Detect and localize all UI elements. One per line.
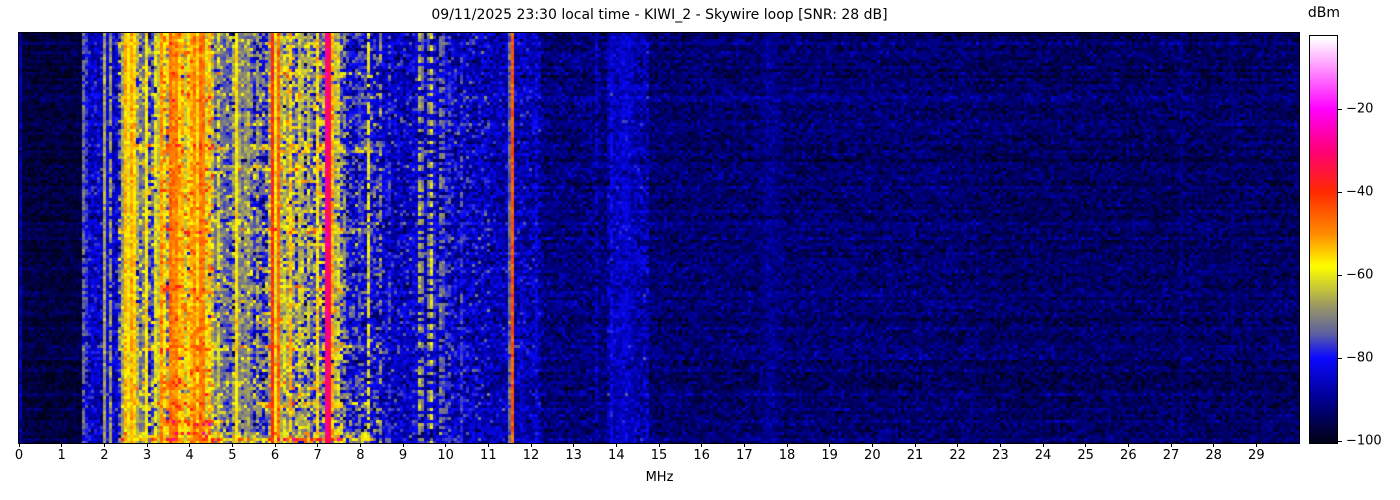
x-tick-mark	[1255, 443, 1257, 447]
x-tick-label: 26	[1120, 448, 1137, 463]
x-tick-label: 16	[693, 448, 710, 463]
x-tick-mark	[146, 443, 148, 447]
x-tick-mark	[957, 443, 959, 447]
x-tick-label: 13	[565, 448, 582, 463]
colorbar-tick-label: −60	[1346, 267, 1374, 283]
x-tick-mark	[1213, 443, 1215, 447]
x-tick-label: 17	[736, 448, 753, 463]
colorbar-unit-label: dBm	[1307, 5, 1341, 21]
waterfall-canvas	[19, 33, 1299, 443]
x-tick-mark	[1085, 443, 1087, 447]
colorbar-tick-mark	[1338, 358, 1342, 360]
x-tick-label: 29	[1248, 448, 1265, 463]
colorbar-gradient	[1310, 36, 1337, 443]
x-tick-mark	[1042, 443, 1044, 447]
x-tick-label: 6	[270, 448, 280, 463]
x-tick-mark	[359, 443, 361, 447]
x-tick-label: 23	[992, 448, 1009, 463]
x-tick-mark	[871, 443, 873, 447]
x-tick-mark	[530, 443, 532, 447]
x-tick-mark	[487, 443, 489, 447]
x-tick-label: 7	[313, 448, 322, 463]
x-tick-label: 25	[1077, 448, 1094, 463]
x-tick-label: 21	[906, 448, 924, 463]
x-tick-label: 11	[480, 448, 497, 463]
x-tick-mark	[658, 443, 660, 447]
x-tick-label: 10	[437, 448, 454, 463]
x-tick-label: 12	[522, 448, 540, 463]
x-tick-mark	[18, 443, 20, 447]
x-tick-label: 15	[650, 448, 668, 463]
colorbar-tick-mark	[1338, 108, 1342, 110]
x-tick-label: 9	[398, 448, 408, 463]
x-tick-label: 28	[1205, 448, 1222, 463]
x-tick-mark	[914, 443, 916, 447]
colorbar-tick-label: −100	[1346, 433, 1382, 449]
colorbar-tick-label: −40	[1346, 184, 1374, 200]
x-tick-mark	[999, 443, 1001, 447]
colorbar-tick-label: −80	[1346, 350, 1374, 366]
x-tick-mark	[743, 443, 745, 447]
x-tick-label: 2	[100, 448, 109, 463]
x-tick-label: 0	[14, 448, 24, 463]
x-tick-label: 3	[142, 448, 152, 463]
x-tick-label: 22	[949, 448, 966, 463]
x-tick-label: 20	[864, 448, 881, 463]
x-tick-label: 18	[778, 448, 796, 463]
x-axis-unit-label: MHz	[645, 470, 674, 485]
x-tick-mark	[189, 443, 191, 447]
x-tick-mark	[103, 443, 105, 447]
x-tick-mark	[445, 443, 447, 447]
colorbar-tick-mark	[1338, 275, 1342, 277]
x-tick-mark	[1127, 443, 1129, 447]
x-tick-mark	[231, 443, 233, 447]
plot-title: 09/11/2025 23:30 local time - KIWI_2 - S…	[431, 7, 888, 23]
colorbar	[1309, 35, 1338, 444]
colorbar-axis: −20 −40 −60 −80 −100	[1338, 36, 1400, 449]
waterfall-plot-area	[18, 32, 1300, 444]
x-tick-label: 1	[57, 448, 66, 463]
x-tick-mark	[829, 443, 831, 447]
x-tick-label: 4	[185, 448, 194, 463]
x-tick-mark	[61, 443, 63, 447]
x-tick-label: 8	[356, 448, 365, 463]
x-tick-label: 5	[228, 448, 237, 463]
x-axis: 0 1 2 3 4 5 6 7 8 9 10 11 12 13 14 15 16 17 18 19 20 21 22 23 24…	[15, 443, 1300, 475]
colorbar-tick-label: −20	[1346, 101, 1374, 117]
x-tick-mark	[786, 443, 788, 447]
x-tick-mark	[701, 443, 703, 447]
colorbar-tick-mark	[1338, 191, 1342, 193]
x-tick-label: 14	[608, 448, 625, 463]
x-tick-mark	[402, 443, 404, 447]
x-tick-mark	[615, 443, 617, 447]
x-tick-mark	[1170, 443, 1172, 447]
x-tick-mark	[274, 443, 276, 447]
colorbar-tick-mark	[1338, 441, 1342, 443]
x-tick-mark	[573, 443, 575, 447]
x-tick-label: 19	[821, 448, 838, 463]
x-tick-label: 24	[1034, 448, 1052, 463]
x-tick-label: 27	[1162, 448, 1180, 463]
x-tick-mark	[317, 443, 319, 447]
